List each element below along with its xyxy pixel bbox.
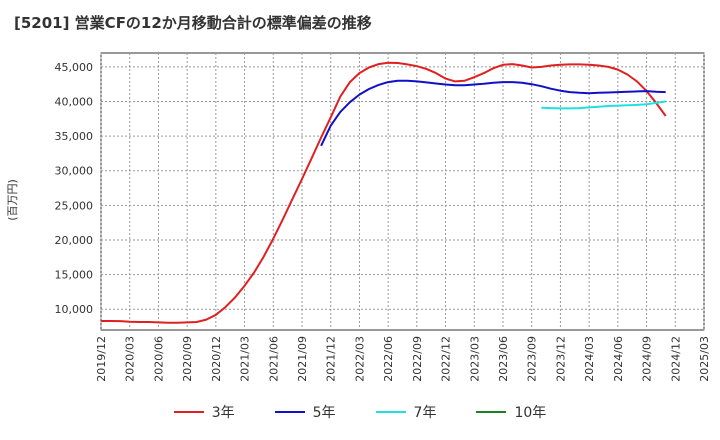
x-tick-label: 2020/12 xyxy=(210,336,223,382)
y-tick-label: 45,000 xyxy=(55,61,94,74)
y-axis-label: (百万円) xyxy=(6,179,19,221)
x-tick-label: 2020/06 xyxy=(152,336,165,382)
x-tick-label: 2020/09 xyxy=(181,336,194,382)
legend-label: 5年 xyxy=(312,405,336,421)
x-tick-label: 2021/03 xyxy=(239,336,252,382)
chart-legend: 3年 5年 7年 10年 xyxy=(0,402,720,422)
legend-label: 3年 xyxy=(211,405,235,421)
x-tick-label: 2024/06 xyxy=(612,336,625,382)
y-tick-label: 35,000 xyxy=(55,130,94,143)
legend-swatch xyxy=(274,411,305,413)
y-tick-label: 40,000 xyxy=(55,95,94,108)
series-line xyxy=(101,61,667,324)
x-tick-label: 2022/06 xyxy=(382,336,395,382)
legend-item: 7年 xyxy=(375,402,437,422)
legend-label: 10年 xyxy=(514,405,547,421)
y-tick-label: 30,000 xyxy=(55,165,94,178)
x-tick-label: 2019/12 xyxy=(95,336,108,382)
x-tick-label: 2022/12 xyxy=(440,336,453,382)
x-tick-label: 2022/09 xyxy=(411,336,424,382)
x-tick-label: 2023/03 xyxy=(468,336,481,382)
plot-area xyxy=(100,52,705,331)
legend-item: 5年 xyxy=(274,402,336,422)
legend-item: 3年 xyxy=(173,402,235,422)
legend-swatch xyxy=(476,411,507,413)
x-tick-label: 2024/12 xyxy=(669,336,682,382)
y-tick-label: 20,000 xyxy=(55,234,94,247)
x-tick-label: 2021/09 xyxy=(296,336,309,382)
legend-swatch xyxy=(375,411,406,413)
x-tick-label: 2024/03 xyxy=(583,336,596,382)
x-tick-label: 2021/12 xyxy=(325,336,338,382)
x-tick-label: 2023/09 xyxy=(526,336,539,382)
y-tick-label: 15,000 xyxy=(55,269,94,282)
x-tick-label: 2024/09 xyxy=(641,336,654,382)
chart-title: [5201] 営業CFの12か月移動合計の標準偏差の推移 xyxy=(14,14,372,32)
x-tick-label: 2025/03 xyxy=(698,336,711,382)
legend-item: 10年 xyxy=(476,402,546,422)
y-tick-label: 10,000 xyxy=(55,303,94,316)
legend-label: 7年 xyxy=(413,405,437,421)
x-tick-label: 2023/12 xyxy=(554,336,567,382)
x-tick-label: 2023/06 xyxy=(497,336,510,382)
x-tick-label: 2020/03 xyxy=(124,336,137,382)
series-line xyxy=(320,79,666,147)
series-line xyxy=(541,100,666,110)
x-tick-label: 2022/03 xyxy=(353,336,366,382)
y-tick-label: 25,000 xyxy=(55,199,94,212)
x-tick-label: 2021/06 xyxy=(267,336,280,382)
legend-swatch xyxy=(173,411,204,413)
